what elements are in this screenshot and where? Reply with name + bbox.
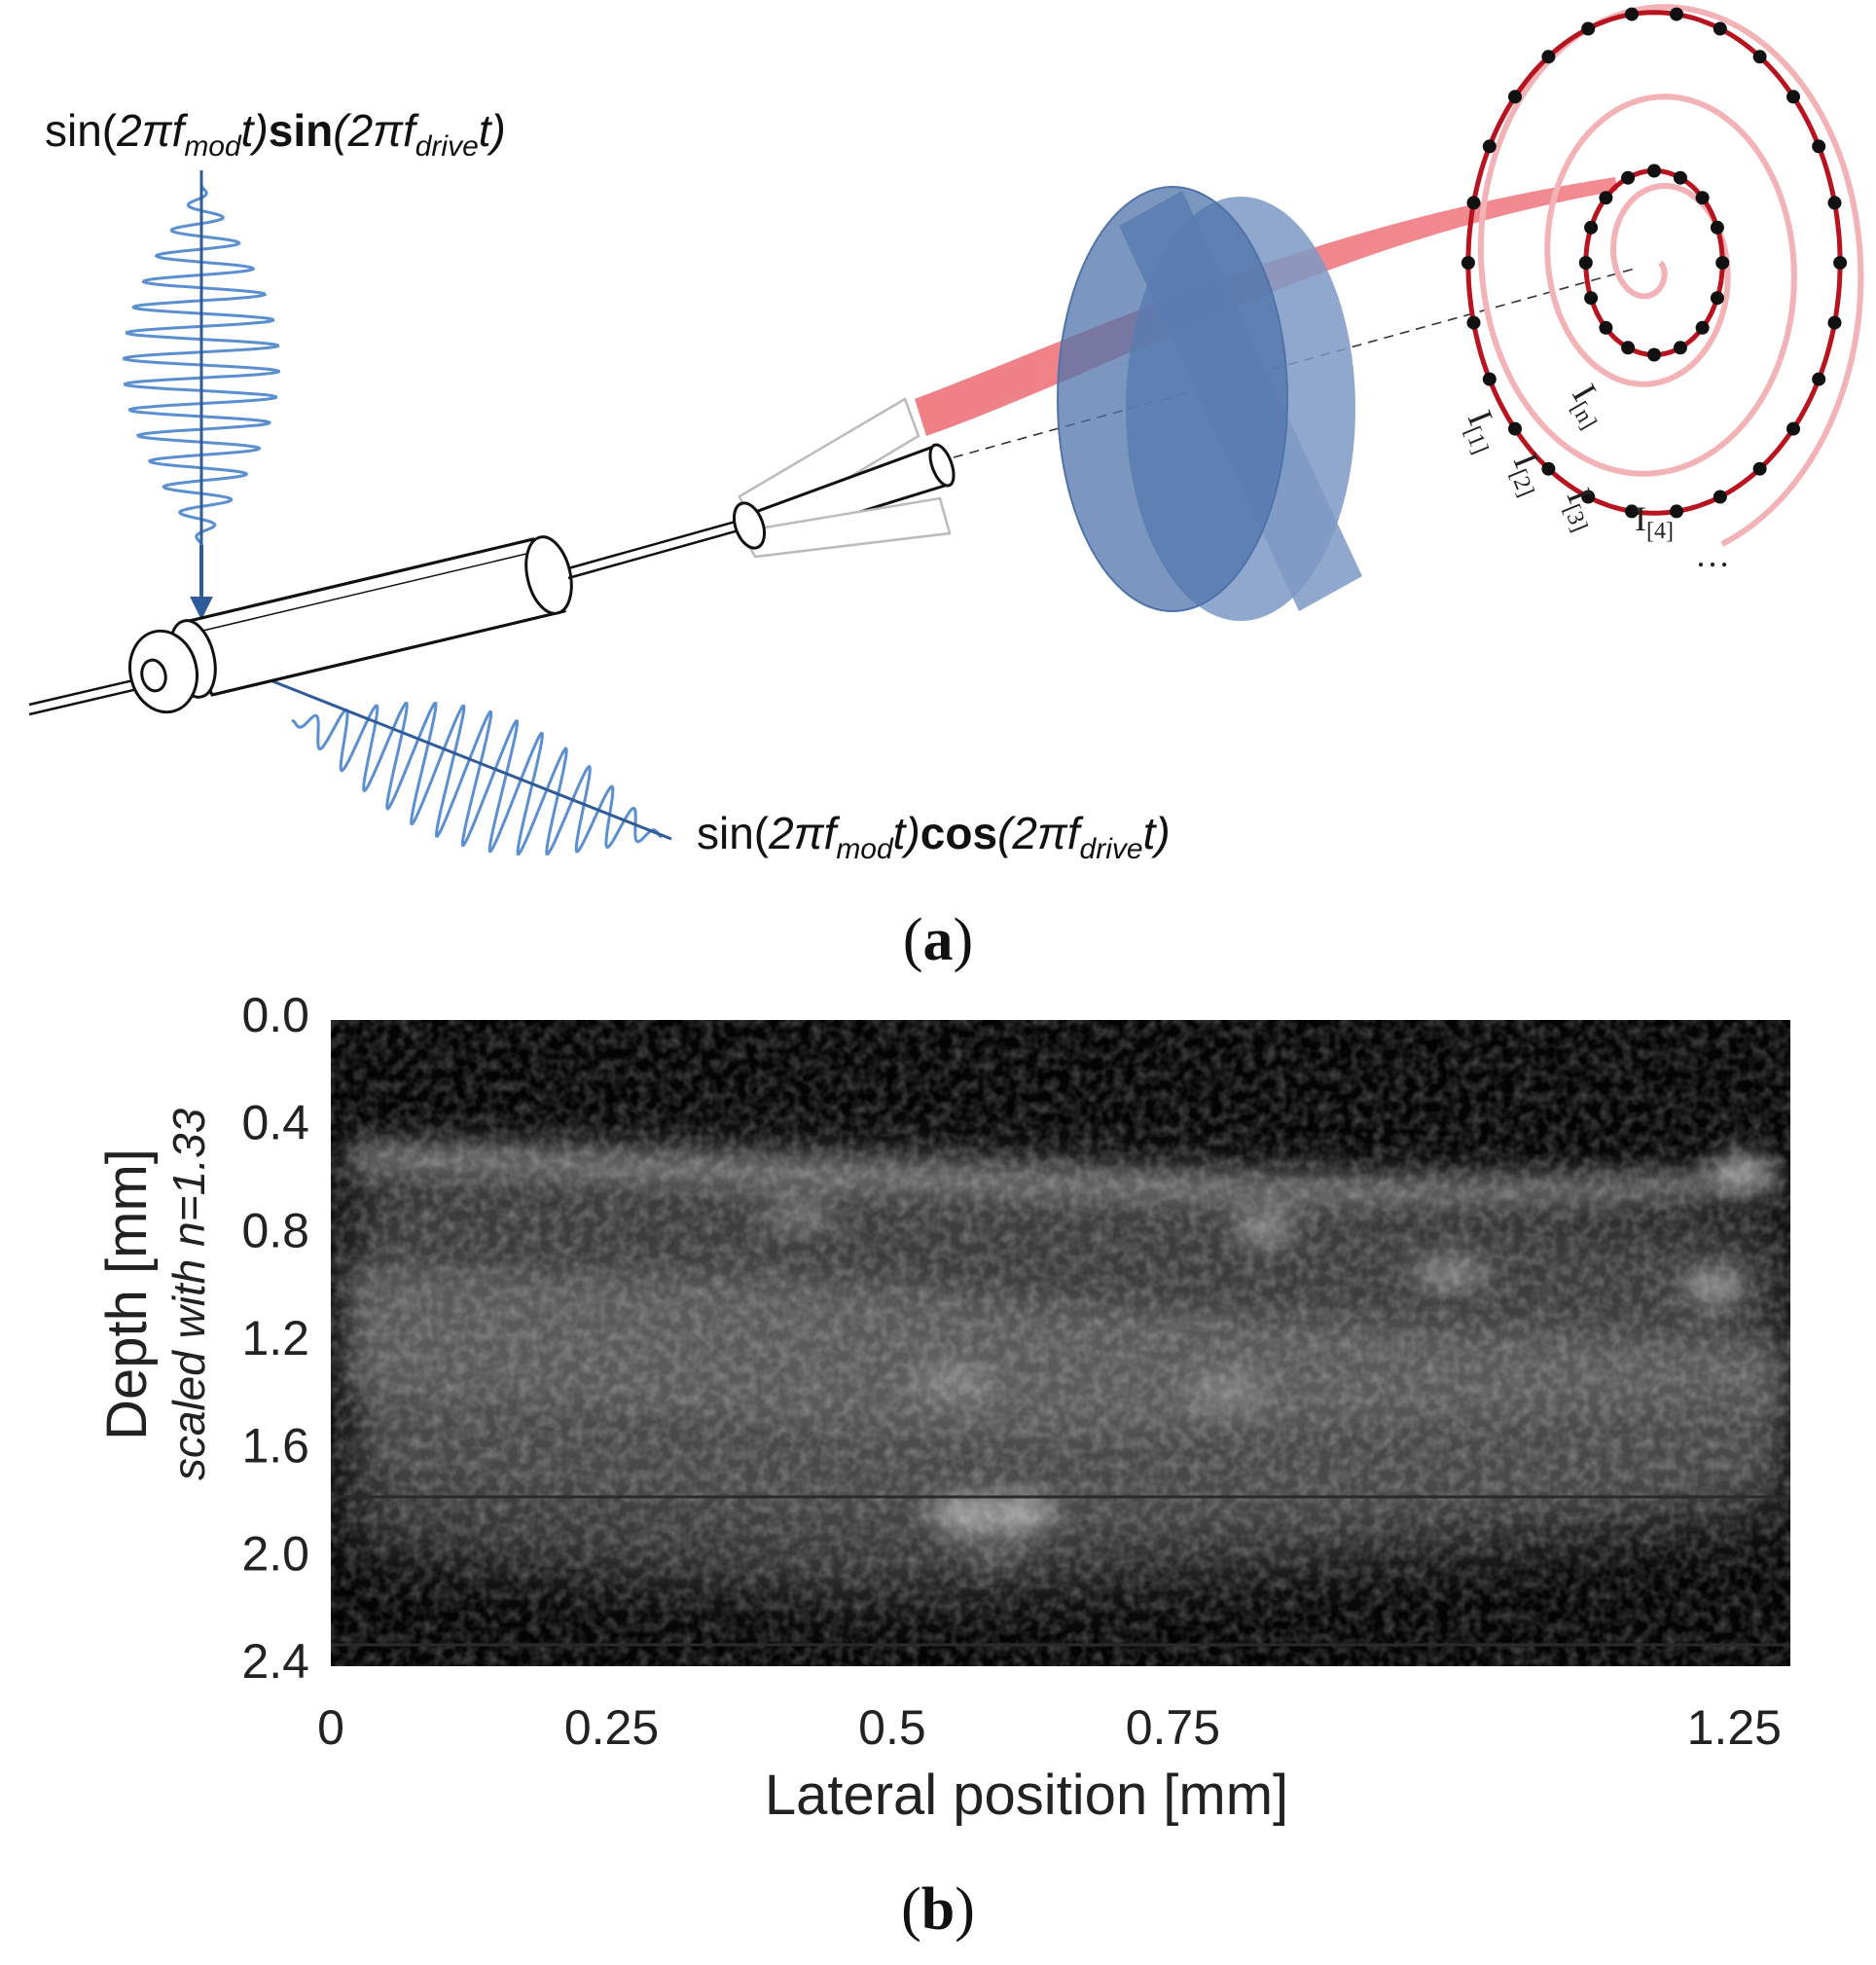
x-tick-label: 0 [317, 1700, 344, 1755]
sample-point [1713, 490, 1727, 504]
sample-point [1673, 170, 1687, 185]
sample-point [1752, 50, 1767, 64]
y-tick-label: 1.6 [241, 1419, 309, 1474]
sample-point [1482, 372, 1497, 386]
sample-point [1713, 21, 1727, 36]
oct-image [331, 1020, 1790, 1666]
fiber-tip-positions [732, 397, 956, 559]
sample-point [1578, 256, 1593, 270]
y-tick-label: 0.4 [241, 1096, 309, 1150]
horizontal-drive-arrow [244, 668, 672, 841]
panel-b: 0.0 0.4 0.8 1.2 1.6 2.0 2.4 0 0.25 0.5 0.75 1.25 D… [95, 988, 1790, 1943]
sample-point [1461, 256, 1475, 270]
y-axis-subtitle: scaled with n=1.33 [163, 1108, 214, 1480]
sample-point [1812, 372, 1826, 386]
signal-label-top: sin(2πfmodt)sin(2πfdrivet) [45, 105, 506, 163]
sample-label-1: I[1] [1455, 405, 1511, 457]
piezo-tube [128, 535, 573, 714]
sample-point [1827, 196, 1842, 210]
sample-point [1599, 191, 1613, 205]
sample-point [1786, 90, 1800, 104]
sample-point [1715, 256, 1730, 270]
sample-point [1625, 7, 1639, 21]
fiber-cantilever [567, 516, 750, 580]
spiral-inner-path [1477, 4, 1864, 547]
sample-point [1647, 164, 1661, 178]
panel-a: sin(2πfmodt)sin(2πfdrivet) sin(2πfmodt)c… [28, 4, 1864, 973]
y-tick-label: 0.8 [241, 1203, 309, 1257]
y-tick-label: 2.0 [241, 1526, 309, 1581]
sample-point [1647, 347, 1661, 362]
panel-b-label: (b) [901, 1876, 975, 1943]
sample-point [1670, 504, 1683, 519]
sample-point [1752, 461, 1767, 476]
sample-point [1695, 191, 1710, 205]
input-fiber [28, 675, 147, 716]
sample-point [1482, 139, 1497, 154]
sample-ellipsis: … [1695, 535, 1730, 574]
sample-point [1508, 90, 1522, 104]
y-axis-ticks: 0.0 0.4 0.8 1.2 1.6 2.0 2.4 [241, 988, 309, 1689]
x-axis-title: Lateral position [mm] [765, 1764, 1288, 1827]
sample-point [1710, 291, 1724, 306]
sample-point [1581, 21, 1596, 36]
sample-point [1584, 291, 1599, 306]
sample-labels: I[n] I[1] I[2] I[3] I[4] … [1455, 378, 1730, 574]
horizontal-drive-waveform [291, 701, 663, 856]
sample-point [1625, 504, 1639, 519]
sample-point [1621, 341, 1636, 355]
sample-point [1786, 421, 1800, 436]
sample-point [1541, 50, 1556, 64]
y-axis-title: Depth [mm] [95, 1148, 159, 1440]
sample-point [1466, 315, 1481, 330]
x-tick-label: 0.75 [1126, 1700, 1220, 1755]
sample-point [1541, 461, 1556, 476]
sample-point [1508, 421, 1522, 436]
sample-point [1670, 7, 1683, 21]
sample-point [1581, 490, 1596, 504]
y-tick-label: 1.2 [241, 1311, 309, 1365]
sample-point [1621, 170, 1636, 185]
spiral-scan [1461, 4, 1864, 547]
sample-label-n: I[n] [1560, 378, 1618, 434]
sample-point [1833, 256, 1848, 270]
sample-point [1584, 220, 1599, 235]
x-tick-label: 0.5 [858, 1700, 926, 1755]
sample-point [1673, 341, 1687, 355]
sample-point [1710, 220, 1724, 235]
laser-beam [915, 177, 1617, 436]
sample-label-4: I[4] [1635, 499, 1674, 544]
sample-point [1466, 196, 1481, 210]
spiral-outer-path [1465, 10, 1843, 516]
sample-label-3: I[3] [1554, 483, 1610, 535]
sample-point [1812, 139, 1826, 154]
sample-point [1695, 320, 1710, 335]
signal-label-bottom: sin(2πfmodt)cos(2πfdrivet) [697, 808, 1171, 865]
y-tick-label: 0.0 [241, 988, 309, 1042]
lens [1057, 186, 1362, 621]
sample-points [1461, 7, 1848, 519]
x-tick-label: 0.25 [564, 1700, 659, 1755]
sample-point [1599, 320, 1613, 335]
y-tick-label: 2.4 [241, 1634, 309, 1689]
panel-a-label: (a) [903, 907, 973, 973]
x-tick-label: 1.25 [1687, 1700, 1782, 1755]
x-axis-ticks: 0 0.25 0.5 0.75 1.25 [317, 1700, 1782, 1755]
sample-point [1827, 315, 1842, 330]
